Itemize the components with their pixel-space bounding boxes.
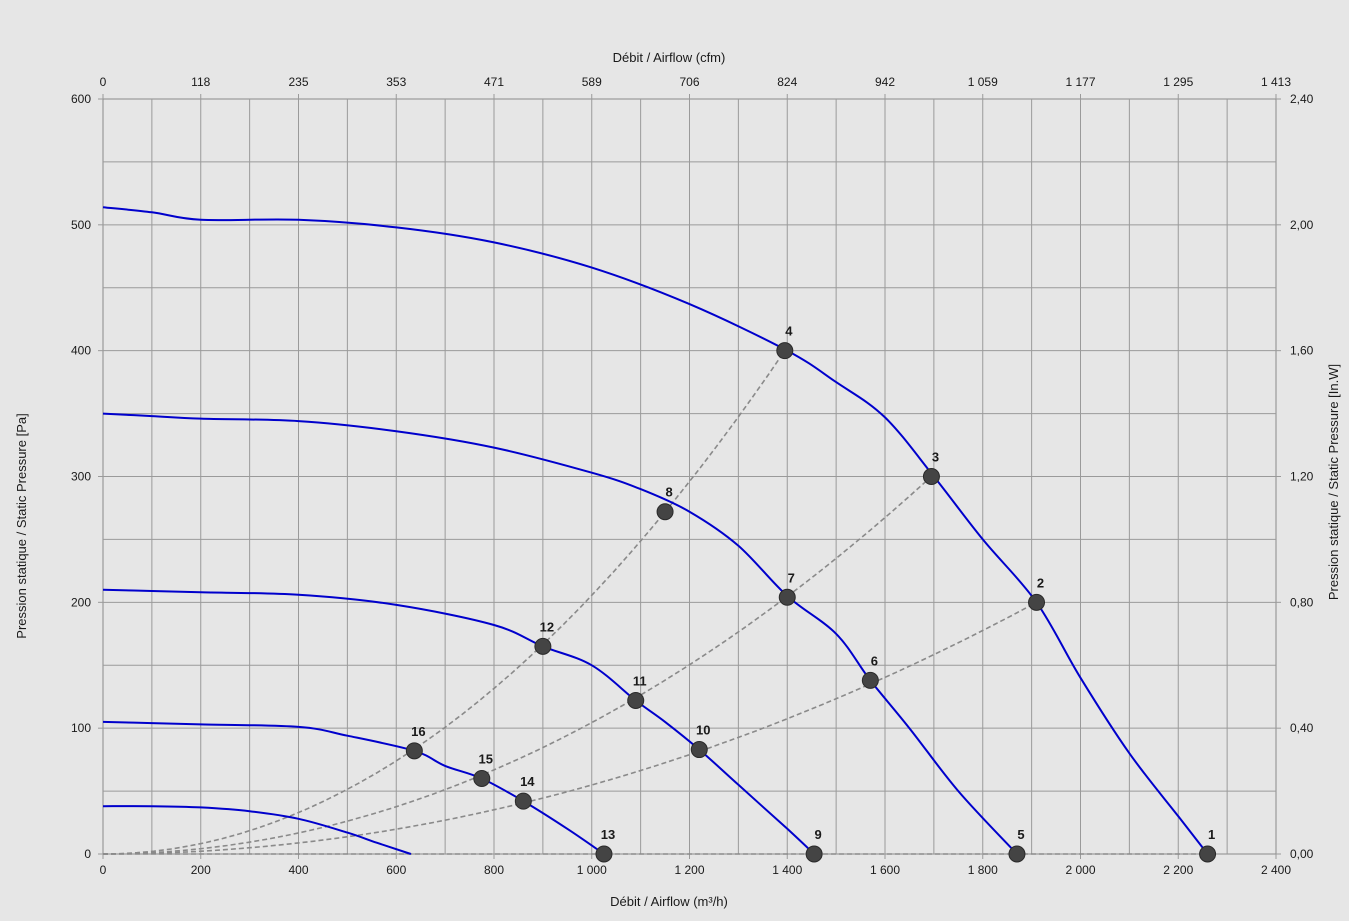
x-tick-label: 2 200	[1163, 863, 1193, 877]
operating-point-marker	[627, 691, 645, 709]
y-right-tick-label: 0,80	[1290, 595, 1314, 609]
axis-tick-labels: 0 200 400 600 800 1 000 1 200 1 400 1 600 1 800 2 …	[71, 75, 1314, 877]
fan-curve	[102, 206, 1209, 855]
operating-point-marker	[861, 671, 879, 689]
x-axis-title-top: Débit / Airflow (cfm)	[613, 50, 726, 65]
operating-point-label: 4	[785, 324, 793, 339]
y-tick-label: 100	[71, 721, 91, 735]
system-curve	[102, 350, 786, 855]
x-tick-label: 1 000	[577, 863, 607, 877]
operating-point-marker	[778, 588, 796, 606]
y-tick-label: 0	[84, 847, 91, 861]
y-right-tick-label: 2,00	[1290, 218, 1314, 232]
operating-point-label: 16	[411, 724, 425, 739]
x-tick-label: 1 400	[772, 863, 802, 877]
y-right-tick-label: 0,00	[1290, 847, 1314, 861]
operating-point-label: 6	[871, 653, 878, 668]
y-axis-title-right: Pression statique / Static Pressure [In.…	[1326, 364, 1341, 600]
operating-point-label: 10	[696, 723, 710, 738]
fan-curves	[102, 206, 1209, 855]
y-tick-label: 200	[71, 595, 91, 609]
y-tick-label: 400	[71, 344, 91, 358]
x-tick-label: 600	[386, 863, 406, 877]
x-top-tick-label: 589	[582, 75, 602, 89]
operating-point-label: 7	[788, 570, 795, 585]
operating-point-marker	[405, 742, 423, 760]
system-curve	[102, 475, 932, 855]
operating-point-marker	[805, 845, 823, 863]
operating-point-label: 11	[633, 673, 647, 688]
operating-point-label: 5	[1017, 827, 1024, 842]
operating-point-marker	[534, 637, 552, 655]
y-axis-title-left: Pression statique / Static Pressure [Pa]	[14, 413, 29, 638]
operating-point-label: 9	[815, 827, 822, 842]
operating-point-label: 8	[665, 485, 672, 500]
operating-point-label: 12	[540, 619, 554, 634]
operating-point-marker	[1199, 845, 1217, 863]
operating-point-marker	[595, 845, 613, 863]
operating-point-label: 1	[1208, 827, 1215, 842]
x-tick-label: 2 400	[1261, 863, 1291, 877]
x-tick-label: 1 200	[674, 863, 704, 877]
x-top-tick-label: 118	[191, 75, 210, 89]
y-right-tick-label: 1,60	[1290, 344, 1314, 358]
y-right-tick-label: 0,40	[1290, 721, 1314, 735]
operating-point-marker	[776, 342, 794, 360]
x-top-tick-label: 0	[100, 75, 107, 89]
x-axis-title-bottom: Débit / Airflow (m³/h)	[610, 894, 728, 909]
x-tick-label: 0	[100, 863, 107, 877]
operating-point-marker	[473, 770, 491, 787]
x-top-tick-label: 353	[386, 75, 406, 89]
x-top-tick-label: 706	[679, 75, 699, 89]
x-top-tick-label: 1 177	[1065, 75, 1095, 89]
x-top-tick-label: 235	[288, 75, 308, 89]
y-tick-label: 300	[71, 470, 91, 484]
x-top-tick-label: 1 413	[1261, 75, 1291, 89]
operating-point-label: 13	[601, 827, 615, 842]
operating-point-marker	[1008, 845, 1026, 863]
x-top-tick-label: 824	[777, 75, 797, 89]
operating-point-marker	[922, 468, 940, 485]
fan-curve	[102, 588, 815, 855]
y-right-tick-label: 2,40	[1290, 92, 1314, 106]
operating-point-marker	[514, 792, 532, 810]
operating-point-marker	[656, 503, 674, 521]
x-top-tick-label: 942	[875, 75, 895, 89]
y-right-tick-label: 1,20	[1290, 470, 1314, 484]
x-tick-label: 200	[191, 863, 211, 877]
operating-point-label: 14	[520, 774, 535, 789]
x-tick-label: 400	[288, 863, 308, 877]
x-tick-label: 2 000	[1065, 863, 1095, 877]
x-tick-label: 800	[484, 863, 504, 877]
x-top-tick-label: 471	[484, 75, 504, 89]
y-tick-label: 500	[71, 218, 91, 232]
fan-curve	[102, 412, 1018, 855]
operating-point-label: 3	[932, 450, 939, 465]
operating-point-marker	[690, 741, 708, 759]
x-tick-label: 1 600	[870, 863, 900, 877]
system-curve	[102, 601, 1037, 855]
x-top-tick-label: 1 059	[968, 75, 998, 89]
fan-curve	[102, 805, 412, 855]
operating-point-label: 15	[479, 752, 493, 767]
y-tick-label: 600	[71, 92, 91, 106]
x-top-tick-label: 1 295	[1163, 75, 1193, 89]
x-tick-label: 1 800	[968, 863, 998, 877]
operating-point-marker	[1028, 593, 1046, 611]
operating-point-label: 2	[1037, 575, 1044, 590]
